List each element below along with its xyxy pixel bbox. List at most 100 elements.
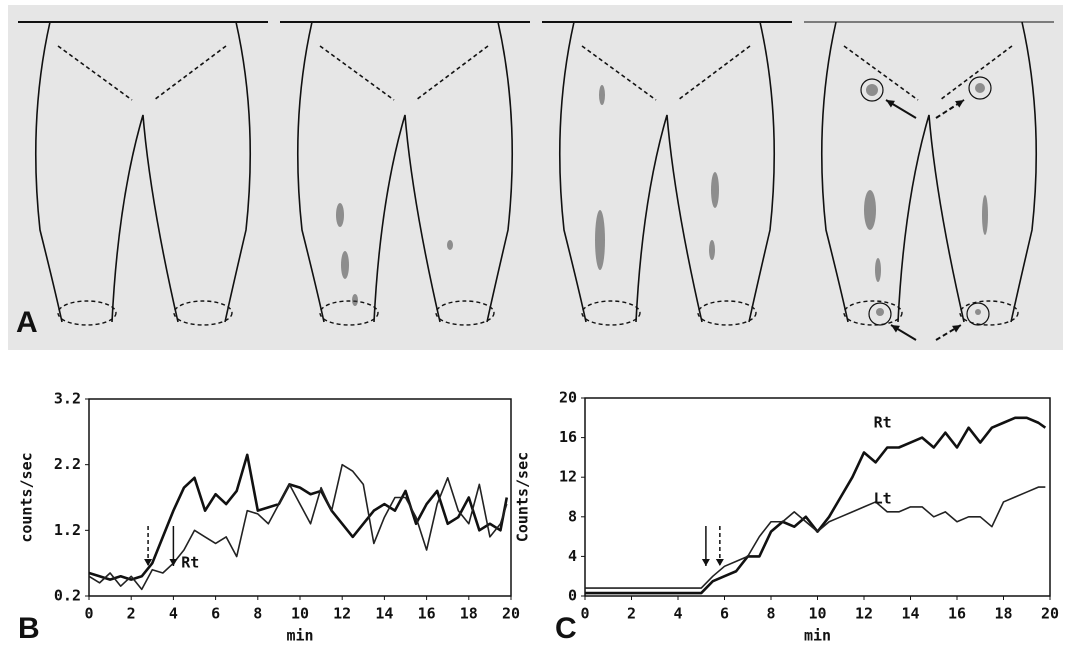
x-tick-label: 14 [901,605,919,623]
series-line [88,463,508,591]
x-tick-label: 0 [84,605,93,623]
x-tick-label: 0 [580,605,589,623]
x-tick-label: 4 [673,605,682,623]
y-axis-label: Counts/sec [514,452,532,542]
x-tick-label: 8 [253,605,262,623]
tracer-uptake [709,240,715,260]
knee-outline [173,300,233,326]
frame [18,21,268,326]
tracer-uptake [864,190,876,230]
inguinal-line [939,45,1013,101]
y-tick-label: 4 [568,547,577,565]
x-tick-label: 2 [127,605,136,623]
tracer-uptake [341,251,349,279]
x-tick-label: 18 [994,605,1012,623]
onset-arrowhead [701,559,710,566]
tracer-uptake [866,84,878,96]
pointer-arrowhead [952,325,961,333]
inguinal-line [319,45,395,101]
y-tick-label: 20 [559,389,577,407]
y-tick-label: 0.2 [54,587,81,605]
x-tick-label: 8 [766,605,775,623]
tracer-uptake [599,85,605,105]
leg-outline [748,21,776,323]
panel-label: B [18,612,40,645]
series-line [585,416,1047,595]
pointer-arrowhead [886,100,895,108]
inguinal-line [677,45,751,101]
inguinal-line [153,45,227,101]
series-line [585,486,1046,589]
series-label: Lt [874,489,892,507]
tracer-uptake [595,210,605,270]
leg-outline [820,21,849,323]
image-panel-background [8,5,1063,350]
leg-outline [111,114,179,323]
x-tick-label: 10 [808,605,826,623]
panel-label: C [555,612,577,645]
highlight-circle [966,302,990,326]
knee-outline [697,300,757,326]
y-tick-label: 16 [559,428,577,446]
x-tick-label: 4 [169,605,178,623]
y-axis-label: counts/sec [18,452,36,542]
plot-frame [88,398,512,597]
tracer-uptake [352,294,358,306]
x-tick-label: 16 [948,605,966,623]
x-tick-label: 16 [418,605,436,623]
knee-outline [57,300,117,326]
scintigraphy-frames [18,21,1054,341]
frame [542,21,792,326]
x-axis-label: min [804,627,831,645]
x-tick-label: 12 [855,605,873,623]
x-axis-label: min [286,627,313,645]
knee-outline [435,300,495,326]
highlight-circle [860,78,884,102]
y-tick-label: 12 [559,468,577,486]
series-line [88,453,509,581]
y-tick-label: 0 [568,587,577,605]
tracer-uptake [975,309,981,315]
leg-outline [635,114,703,323]
tracer-uptake [875,258,881,282]
y-tick-label: 3.2 [54,390,81,408]
x-tick-label: 18 [460,605,478,623]
inguinal-line [581,45,657,101]
tracer-uptake [982,195,988,235]
x-tick-label: 6 [720,605,729,623]
x-tick-label: 20 [502,605,520,623]
leg-outline [34,21,63,323]
leg-outline [897,114,965,323]
leg-outline [486,21,514,323]
panel-label: A [16,306,38,339]
knee-outline [319,300,379,326]
leg-outline [1010,21,1038,323]
plot-frame [584,397,1051,597]
y-tick-label: 8 [568,507,577,525]
leg-outline [296,21,325,323]
y-tick-label: 1.2 [54,521,81,539]
onset-arrowhead [715,559,724,566]
leg-outline [224,21,252,323]
frame [804,21,1054,341]
tracer-uptake [975,83,985,93]
inguinal-line [843,45,919,101]
tracer-uptake [711,172,719,208]
x-tick-label: 10 [291,605,309,623]
leg-outline [373,114,441,323]
y-tick-label: 2.2 [54,455,81,473]
x-tick-label: 20 [1041,605,1059,623]
x-tick-label: 2 [627,605,636,623]
tracer-uptake [336,203,344,227]
series-label: Rt [181,554,199,572]
x-tick-label: 12 [333,605,351,623]
x-tick-label: 6 [211,605,220,623]
series-label: Rt [874,413,892,431]
knee-outline [581,300,641,326]
tracer-uptake [876,308,884,316]
tracer-uptake [447,240,453,250]
inguinal-line [415,45,489,101]
highlight-circle [868,302,892,326]
leg-outline [558,21,587,323]
highlight-circle [968,76,992,100]
